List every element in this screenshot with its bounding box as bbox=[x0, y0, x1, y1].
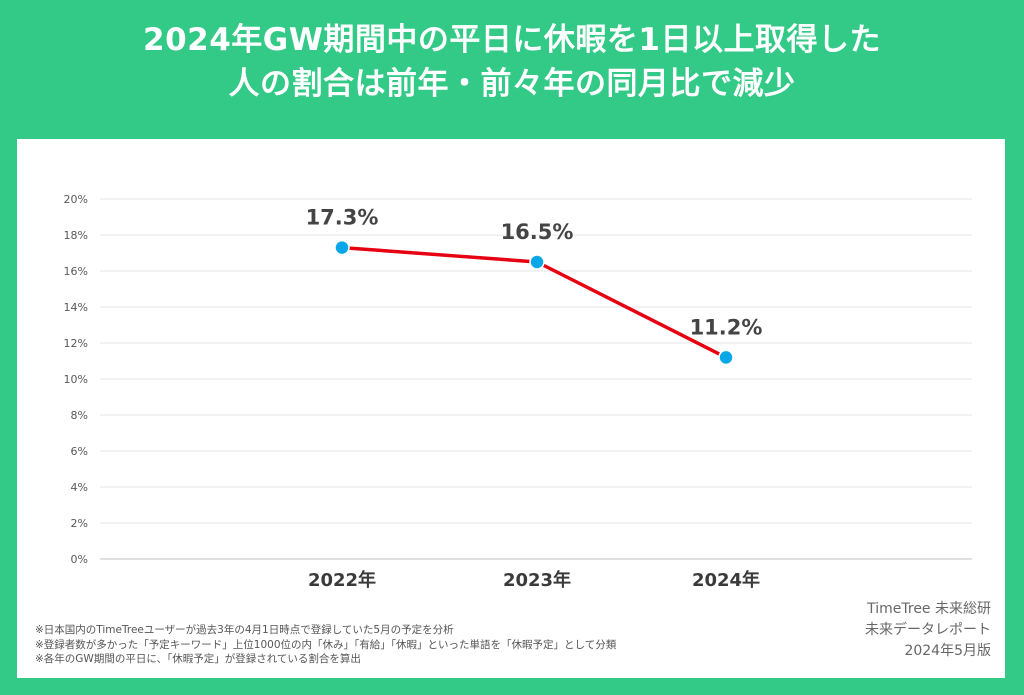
footnote-3: ※各年のGW期間の平日に、「休暇予定」が登録されている割合を算出 bbox=[35, 653, 361, 665]
data-label: 16.5% bbox=[501, 220, 574, 244]
y-tick-label: 2% bbox=[71, 517, 88, 530]
data-point bbox=[529, 254, 545, 270]
report-credits: TimeTree 未来総研 未来データレポート 2024年5月版 bbox=[865, 599, 991, 662]
data-label: 11.2% bbox=[690, 315, 763, 339]
y-tick-label: 16% bbox=[64, 265, 88, 278]
x-tick-label: 2024年 bbox=[692, 569, 760, 591]
data-point bbox=[718, 349, 734, 366]
x-tick-label: 2023年 bbox=[503, 569, 571, 591]
data-point bbox=[334, 239, 350, 256]
footnote-2: ※登録者数が多かった「予定キーワード」上位1000位の内「休み」「有給」「休暇」… bbox=[35, 638, 617, 651]
footnote-1: ※日本国内のTimeTreeユーザーが過去3年の4月1日時点で登録していた5月の… bbox=[35, 624, 454, 636]
y-tick-label: 6% bbox=[71, 445, 88, 458]
y-tick-label: 8% bbox=[71, 409, 88, 422]
credit-line-2: 未来データレポート bbox=[865, 622, 991, 638]
chart-title: 2024年GW期間中の平日に休暇を1日以上取得した 人の割合は前年・前々年の同月… bbox=[0, 18, 1024, 106]
line-chart: 0% 2% 4% 6% 8% 10% 12% 14% 16% 18% 20% 2022年 2023年 20… bbox=[64, 193, 972, 591]
y-tick-label: 10% bbox=[64, 373, 88, 386]
y-tick-label: 18% bbox=[64, 229, 88, 242]
title-line-2: 人の割合は前年・前々年の同月比で減少 bbox=[228, 66, 796, 102]
credit-line-1: TimeTree 未来総研 bbox=[867, 601, 991, 617]
x-tick-label: 2022年 bbox=[308, 569, 376, 591]
credit-line-3: 2024年5月版 bbox=[904, 643, 991, 659]
data-label: 17.3% bbox=[306, 206, 379, 230]
y-tick-label: 4% bbox=[71, 481, 88, 494]
title-line-1: 2024年GW期間中の平日に休暇を1日以上取得した bbox=[143, 22, 881, 58]
y-tick-label: 20% bbox=[64, 193, 88, 206]
y-tick-label: 12% bbox=[64, 337, 88, 350]
footnotes: ※日本国内のTimeTreeユーザーが過去3年の4月1日時点で登録していた5月の… bbox=[35, 623, 755, 667]
chart-panel: 0% 2% 4% 6% 8% 10% 12% 14% 16% 18% 20% 2022年 2023年 20… bbox=[17, 139, 1005, 678]
y-tick-label: 14% bbox=[64, 301, 88, 314]
y-tick-label: 0% bbox=[71, 553, 88, 566]
